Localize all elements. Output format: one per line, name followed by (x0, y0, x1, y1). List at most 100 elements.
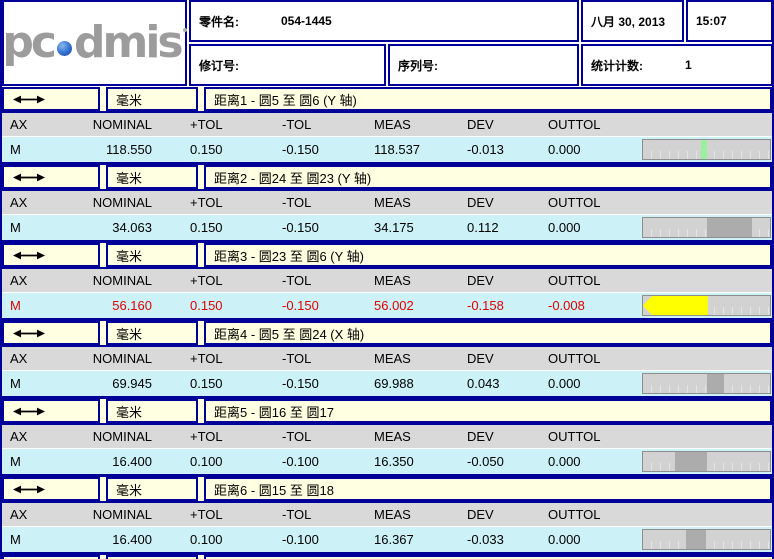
distance-arrow-icon (13, 173, 45, 181)
axis-value: M (10, 298, 21, 313)
dimension-type-cell (2, 165, 100, 189)
deviation-value: -0.050 (467, 454, 504, 469)
column-header-ax: AX (10, 273, 28, 288)
dimension-header-row: 毫米 距离6 - 圆15 至 圆18 (2, 477, 772, 501)
dimension-title: 距离5 - 圆16 至 圆17 (214, 404, 334, 420)
deviation-bar (643, 296, 708, 315)
measurement-row: M 118.550 0.150 -0.150 118.537 -0.013 0.… (2, 137, 772, 162)
column-header-row: AX NOMINAL +TOL -TOL MEAS DEV OUTTOL (2, 425, 772, 448)
deviation-value: 0.112 (467, 220, 499, 235)
column-header-ax: AX (10, 117, 28, 132)
column-header-ntol: -TOL (282, 273, 312, 288)
logo-cell: pc dmis (2, 0, 187, 86)
outtol-value: 0.000 (548, 142, 581, 157)
measured-value: 69.988 (374, 376, 414, 391)
column-header-dev: DEV (467, 273, 494, 288)
dimension-title: 距离4 - 圆5 至 圆24 (X 轴) (214, 326, 365, 342)
measurement-box: AX NOMINAL +TOL -TOL MEAS DEV OUTTOL M 3… (2, 189, 772, 243)
column-header-row: AX NOMINAL +TOL -TOL MEAS DEV OUTTOL (2, 347, 772, 370)
measurement-row: M 16.400 0.100 -0.100 16.350 -0.050 0.00… (2, 449, 772, 474)
revision-label: 修订号: (199, 58, 239, 73)
partial-next-section-row (2, 555, 772, 559)
minus-tol-value: -0.150 (282, 142, 319, 157)
column-header-row: AX NOMINAL +TOL -TOL MEAS DEV OUTTOL (2, 269, 772, 292)
nominal-value: 34.063 (112, 220, 152, 235)
dimension-title-cell (204, 555, 772, 559)
dimension-title: 距离6 - 圆15 至 圆18 (214, 482, 334, 498)
column-header-ptol: +TOL (190, 273, 223, 288)
outtol-value: 0.000 (548, 220, 581, 235)
measurement-box: AX NOMINAL +TOL -TOL MEAS DEV OUTTOL M 1… (2, 423, 772, 477)
column-header-meas: MEAS (374, 507, 411, 522)
column-header-meas: MEAS (374, 351, 411, 366)
outtol-value: 0.000 (548, 532, 581, 547)
deviation-bar-graph (642, 529, 771, 550)
deviation-bar (674, 452, 707, 471)
deviation-value: -0.033 (467, 532, 504, 547)
deviation-value: -0.013 (467, 142, 504, 157)
outtol-value: -0.008 (548, 298, 585, 313)
measurement-row: M 56.160 0.150 -0.150 56.002 -0.158 -0.0… (2, 293, 772, 318)
axis-value: M (10, 532, 21, 547)
column-header-ax: AX (10, 195, 28, 210)
column-header-outtol: OUTTOL (548, 117, 601, 132)
column-header-ptol: +TOL (190, 117, 223, 132)
column-header-nominal: NOMINAL (92, 195, 152, 210)
distance-arrow-icon (13, 485, 45, 493)
deviation-bar-graph (642, 451, 771, 472)
plus-tol-value: 0.100 (190, 532, 223, 547)
measured-value: 16.350 (374, 454, 414, 469)
unit-label: 毫米 (116, 404, 143, 420)
logo-text-post: dmis (73, 17, 184, 68)
measurement-box: AX NOMINAL +TOL -TOL MEAS DEV OUTTOL M 6… (2, 345, 772, 399)
column-header-dev: DEV (467, 507, 494, 522)
deviation-bar-graph (642, 373, 771, 394)
plus-tol-value: 0.150 (190, 376, 223, 391)
deviation-bar-graph (642, 217, 771, 238)
nominal-value: 16.400 (112, 532, 152, 547)
column-header-dev: DEV (467, 117, 494, 132)
dimension-title: 距离3 - 圆23 至 圆6 (Y 轴) (214, 248, 365, 264)
dimension-section: 毫米 距离3 - 圆23 至 圆6 (Y 轴) AX NOMINAL +TOL … (2, 243, 772, 321)
unit-cell: 毫米 (106, 321, 198, 345)
dimension-section: 毫米 距离6 - 圆15 至 圆18 AX NOMINAL +TOL -TOL … (2, 477, 772, 555)
plus-tol-value: 0.150 (190, 220, 223, 235)
column-header-ntol: -TOL (282, 429, 312, 444)
deviation-bar-graph (642, 295, 771, 316)
outtol-value: 0.000 (548, 376, 581, 391)
column-header-outtol: OUTTOL (548, 195, 601, 210)
column-header-row: AX NOMINAL +TOL -TOL MEAS DEV OUTTOL (2, 113, 772, 136)
logo-dot-icon (56, 40, 72, 56)
stat-count-label: 统计计数: (591, 58, 643, 73)
unit-label: 毫米 (116, 482, 143, 498)
column-header-nominal: NOMINAL (92, 273, 152, 288)
deviation-bar (706, 218, 752, 237)
minus-tol-value: -0.100 (282, 454, 319, 469)
column-header-dev: DEV (467, 351, 494, 366)
measurement-box: AX NOMINAL +TOL -TOL MEAS DEV OUTTOL M 5… (2, 267, 772, 321)
deviation-bar (685, 530, 707, 549)
nominal-value: 118.550 (105, 142, 152, 157)
dimension-section: 毫米 距离1 - 圆5 至 圆6 (Y 轴) AX NOMINAL +TOL -… (2, 87, 772, 165)
axis-value: M (10, 376, 21, 391)
dimension-header-row: 毫米 距离1 - 圆5 至 圆6 (Y 轴) (2, 87, 772, 111)
logo-trademark-dot (182, 28, 187, 32)
column-header-ntol: -TOL (282, 195, 312, 210)
column-header-meas: MEAS (374, 429, 411, 444)
column-header-meas: MEAS (374, 117, 411, 132)
column-header-ax: AX (10, 507, 28, 522)
dimension-title: 距离2 - 圆24 至 圆23 (Y 轴) (214, 170, 372, 186)
outtol-value: 0.000 (548, 454, 581, 469)
report-date: 八月 30, 2013 (591, 14, 666, 29)
dimension-section: 毫米 距离2 - 圆24 至 圆23 (Y 轴) AX NOMINAL +TOL… (2, 165, 772, 243)
dimension-type-cell (2, 243, 100, 267)
dimension-section: 毫米 距离5 - 圆16 至 圆17 AX NOMINAL +TOL -TOL … (2, 399, 772, 477)
plus-tol-value: 0.150 (190, 142, 223, 157)
measured-value: 16.367 (374, 532, 414, 547)
deviation-bar (706, 374, 725, 393)
plus-tol-value: 0.100 (190, 454, 223, 469)
row-separator (2, 214, 772, 215)
column-header-outtol: OUTTOL (548, 429, 601, 444)
measurement-box: AX NOMINAL +TOL -TOL MEAS DEV OUTTOL M 1… (2, 111, 772, 165)
